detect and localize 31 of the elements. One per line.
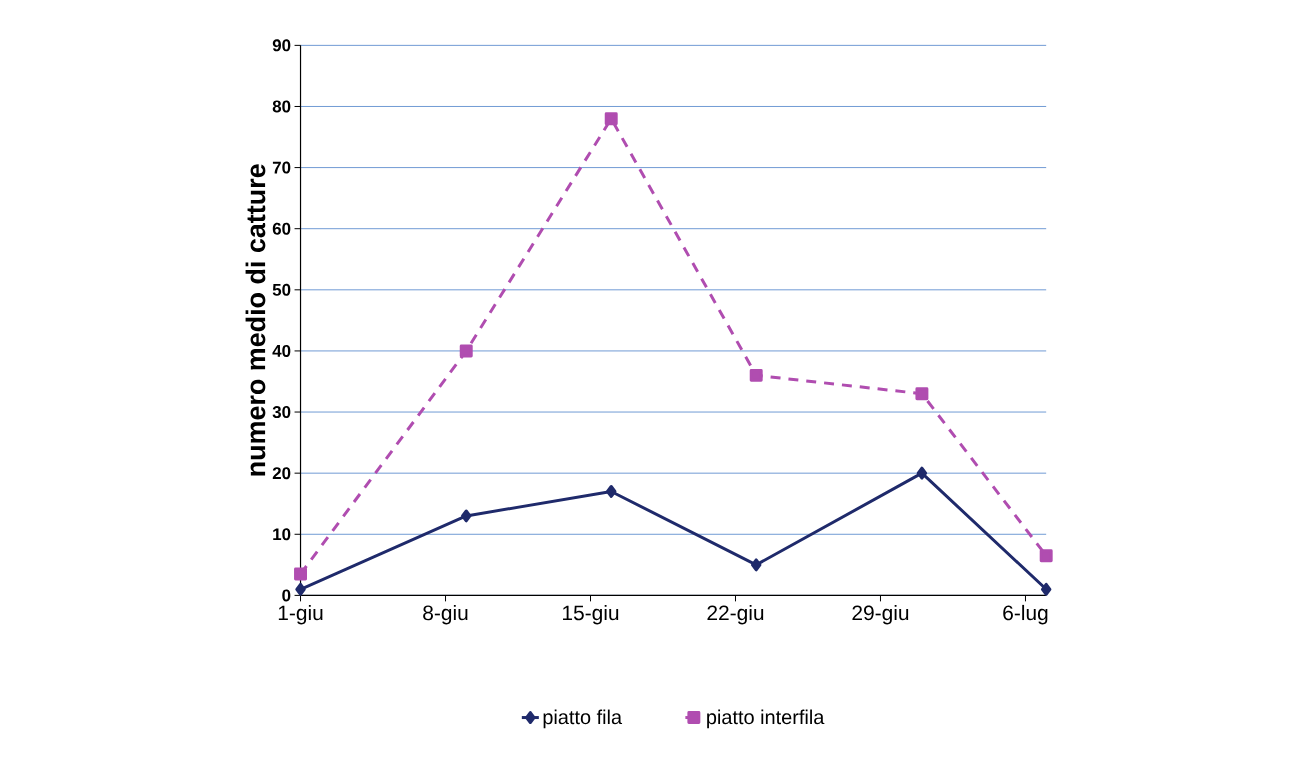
y-tick-label: 50 xyxy=(272,283,291,296)
point xyxy=(604,112,618,126)
legend-label: piatto interfila xyxy=(707,709,825,729)
point xyxy=(460,509,472,523)
y-tick-label: 10 xyxy=(273,528,291,541)
x-tick-label: 6-lug xyxy=(1003,605,1048,625)
x-tick-label: 22-giu xyxy=(707,605,764,625)
y-tick-label: 70 xyxy=(272,161,291,174)
y-tick-label: 0 xyxy=(282,589,291,602)
y-tick-label: 90 xyxy=(272,39,291,52)
x-tick-label: 1-giu xyxy=(278,605,323,625)
y-tick-label: 60 xyxy=(272,222,291,235)
point xyxy=(750,558,762,572)
legend-label: piatto fila xyxy=(543,709,623,729)
point xyxy=(1040,582,1052,596)
y-axis-title: numero medio di catture xyxy=(245,164,266,476)
point xyxy=(295,582,306,596)
y-tick-label: 30 xyxy=(272,406,291,419)
point xyxy=(916,466,928,480)
point xyxy=(605,485,617,499)
point xyxy=(915,387,929,401)
point xyxy=(459,344,473,358)
x-tick-label: 15-giu xyxy=(563,605,619,625)
y-tick-label: 80 xyxy=(272,100,291,113)
point xyxy=(1039,549,1053,563)
y-tick-label: 20 xyxy=(272,467,291,480)
y-tick-label: 40 xyxy=(272,345,291,358)
x-tick-label: 8-giu xyxy=(423,605,468,625)
point xyxy=(294,567,308,581)
x-tick-label: 29-giu xyxy=(852,605,909,625)
point xyxy=(749,369,763,383)
